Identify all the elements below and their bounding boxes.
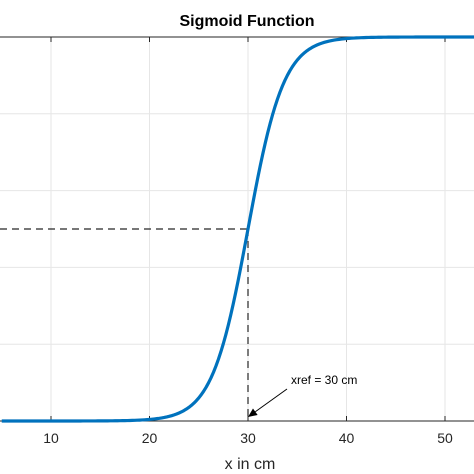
plot-background (0, 37, 474, 421)
x-tick-label: 20 (142, 430, 158, 446)
series (1, 35, 474, 423)
x-tick-label: 50 (437, 430, 453, 446)
reference-lines (0, 228, 249, 421)
annotation-arrowhead (248, 408, 258, 417)
x-tick-label: 10 (43, 430, 59, 446)
x-tick-label: 30 (240, 430, 256, 446)
annotation-text: xref = 30 cm (291, 373, 357, 387)
annotation: xref = 30 cm (248, 373, 357, 417)
annotation-arrow (255, 388, 288, 413)
x-tick-labels: 10 20 30 40 50 (43, 430, 453, 446)
x-tick-label: 40 (339, 430, 355, 446)
x-axis-label: x in cm (225, 456, 276, 473)
sigmoid-curve (1, 35, 474, 423)
chart-title: Sigmoid Function (179, 13, 314, 30)
